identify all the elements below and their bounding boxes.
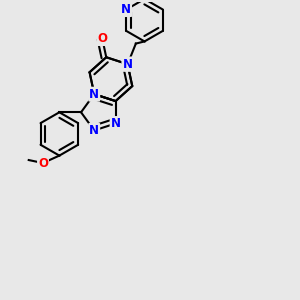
Text: N: N <box>111 117 121 130</box>
Text: O: O <box>38 157 48 169</box>
Text: O: O <box>97 32 107 45</box>
Text: N: N <box>121 3 131 16</box>
Text: N: N <box>89 124 99 137</box>
Text: N: N <box>123 58 133 71</box>
Text: N: N <box>123 58 133 71</box>
Text: N: N <box>89 88 99 101</box>
